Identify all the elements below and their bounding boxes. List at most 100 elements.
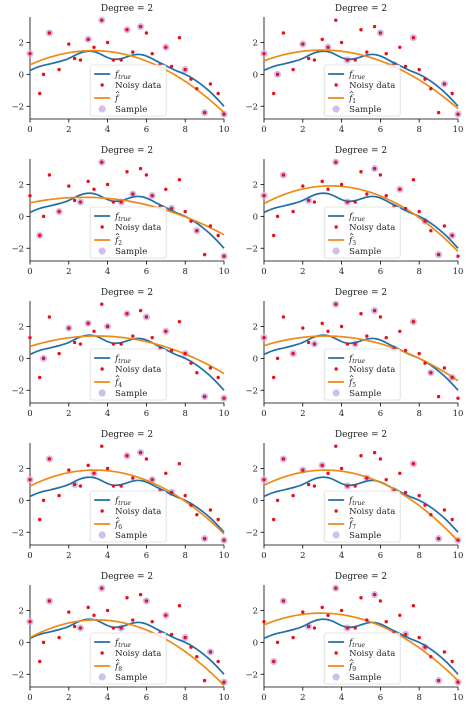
y-tick-label: 0 bbox=[253, 354, 258, 364]
legend-fit-label: f8 bbox=[114, 662, 122, 673]
noisy-data-point bbox=[144, 31, 149, 35]
noisy-data-point bbox=[57, 635, 61, 640]
noisy-data-point bbox=[28, 193, 32, 198]
y-tick-label: 0 bbox=[19, 212, 24, 222]
noisy-data-point bbox=[216, 375, 220, 380]
legend-fit-label: f9 bbox=[348, 662, 356, 673]
noisy-data-point bbox=[38, 91, 42, 96]
y-tick-label: −2 bbox=[11, 670, 24, 680]
noisy-data-point bbox=[111, 626, 116, 630]
noisy-data-point bbox=[306, 56, 311, 61]
legend-sample-label: Sample bbox=[115, 531, 147, 541]
legend-box bbox=[89, 490, 167, 543]
legend-hat-accent bbox=[115, 658, 120, 662]
noisy-data-point bbox=[359, 454, 363, 458]
noisy-data-point bbox=[86, 321, 90, 326]
noisy-data-point bbox=[47, 599, 52, 603]
fitted-polynomial-line bbox=[263, 335, 459, 382]
legend-sample-label: Sample bbox=[349, 247, 381, 257]
y-tick-label: −2 bbox=[11, 244, 24, 254]
x-tick-label: 0 bbox=[261, 551, 266, 561]
noisy-data-point bbox=[138, 308, 143, 313]
noisy-data-point bbox=[301, 184, 305, 188]
noisy-data-point bbox=[312, 200, 317, 204]
noisy-data-point bbox=[429, 513, 433, 517]
noisy-data-point bbox=[67, 184, 71, 188]
legend-true-label: ftrue bbox=[114, 354, 131, 365]
noisy-data-point bbox=[365, 192, 369, 196]
fitted-polynomial-line bbox=[29, 619, 225, 687]
noisy-data-point bbox=[436, 536, 441, 541]
y-tick-label: −2 bbox=[11, 386, 24, 396]
noisy-data-point bbox=[195, 229, 199, 233]
legend-sample-label: Sample bbox=[115, 389, 147, 399]
noisy-data-point bbox=[339, 608, 344, 613]
noisy-data-point bbox=[272, 375, 276, 380]
noisy-data-point bbox=[442, 224, 447, 228]
noisy-data-point bbox=[195, 87, 199, 91]
x-tick-label: 8 bbox=[182, 551, 187, 561]
noisy-data-point bbox=[365, 334, 369, 338]
noisy-data-point bbox=[169, 348, 174, 353]
noisy-data-point bbox=[411, 604, 416, 608]
x-tick-label: 2 bbox=[300, 267, 305, 277]
noisy-data-point bbox=[326, 45, 330, 49]
noisy-data-point bbox=[131, 192, 135, 196]
noisy-data-point bbox=[306, 198, 311, 203]
legend-noisy-label: Noisy data bbox=[349, 81, 395, 91]
y-tick-label: 0 bbox=[253, 70, 258, 80]
noisy-data-point bbox=[398, 613, 402, 617]
noisy-data-point bbox=[72, 624, 77, 629]
legend-noisy-label: Noisy data bbox=[115, 365, 161, 375]
y-tick-label: −2 bbox=[11, 528, 24, 538]
noisy-data-point bbox=[262, 193, 266, 198]
noisy-data-point bbox=[272, 233, 276, 238]
noisy-data-point bbox=[86, 179, 90, 184]
y-tick-label: 2 bbox=[19, 465, 24, 475]
noisy-data-point bbox=[281, 457, 286, 461]
noisy-data-point bbox=[429, 655, 433, 659]
noisy-data-point bbox=[378, 31, 383, 35]
noisy-data-point bbox=[450, 517, 454, 522]
x-tick-label: 10 bbox=[219, 125, 230, 135]
legend-fit-label: f4 bbox=[114, 378, 122, 389]
noisy-data-point bbox=[365, 618, 369, 622]
noisy-data-point bbox=[150, 477, 154, 482]
x-tick-label: 2 bbox=[300, 409, 305, 419]
noisy-data-point bbox=[138, 592, 143, 597]
noisy-data-point bbox=[378, 457, 383, 461]
noisy-data-point bbox=[150, 193, 154, 198]
y-tick-label: 2 bbox=[19, 323, 24, 333]
y-tick-label: 2 bbox=[19, 39, 24, 49]
noisy-data-point bbox=[169, 206, 174, 211]
noisy-data-point bbox=[456, 538, 460, 542]
noisy-data-point bbox=[320, 321, 324, 326]
noisy-data-point bbox=[92, 45, 96, 49]
legend-noisy-label: Noisy data bbox=[115, 81, 161, 91]
noisy-data-point bbox=[450, 375, 454, 380]
legend-noisy-swatch bbox=[334, 509, 338, 513]
legend-true-label: ftrue bbox=[348, 638, 365, 649]
noisy-data-point bbox=[144, 599, 149, 603]
noisy-data-point bbox=[456, 396, 460, 400]
fitted-polynomial-line bbox=[263, 469, 459, 542]
noisy-data-point bbox=[164, 613, 168, 617]
noisy-data-point bbox=[403, 348, 408, 353]
noisy-data-point bbox=[78, 342, 83, 346]
x-tick-label: 0 bbox=[261, 267, 266, 277]
noisy-data-point bbox=[183, 493, 187, 498]
noisy-data-point bbox=[398, 471, 402, 475]
noisy-data-point bbox=[177, 462, 182, 466]
noisy-data-point bbox=[291, 635, 295, 640]
noisy-data-point bbox=[208, 224, 213, 228]
x-tick-label: 2 bbox=[66, 409, 71, 419]
noisy-data-point bbox=[28, 619, 32, 624]
fitted-polynomial-line bbox=[263, 49, 459, 110]
noisy-data-point bbox=[177, 36, 182, 40]
noisy-data-point bbox=[442, 366, 447, 370]
legend-sample-label: Sample bbox=[115, 673, 147, 683]
noisy-data-point bbox=[38, 233, 42, 238]
subplot-title: Degree = 2 bbox=[335, 288, 387, 298]
